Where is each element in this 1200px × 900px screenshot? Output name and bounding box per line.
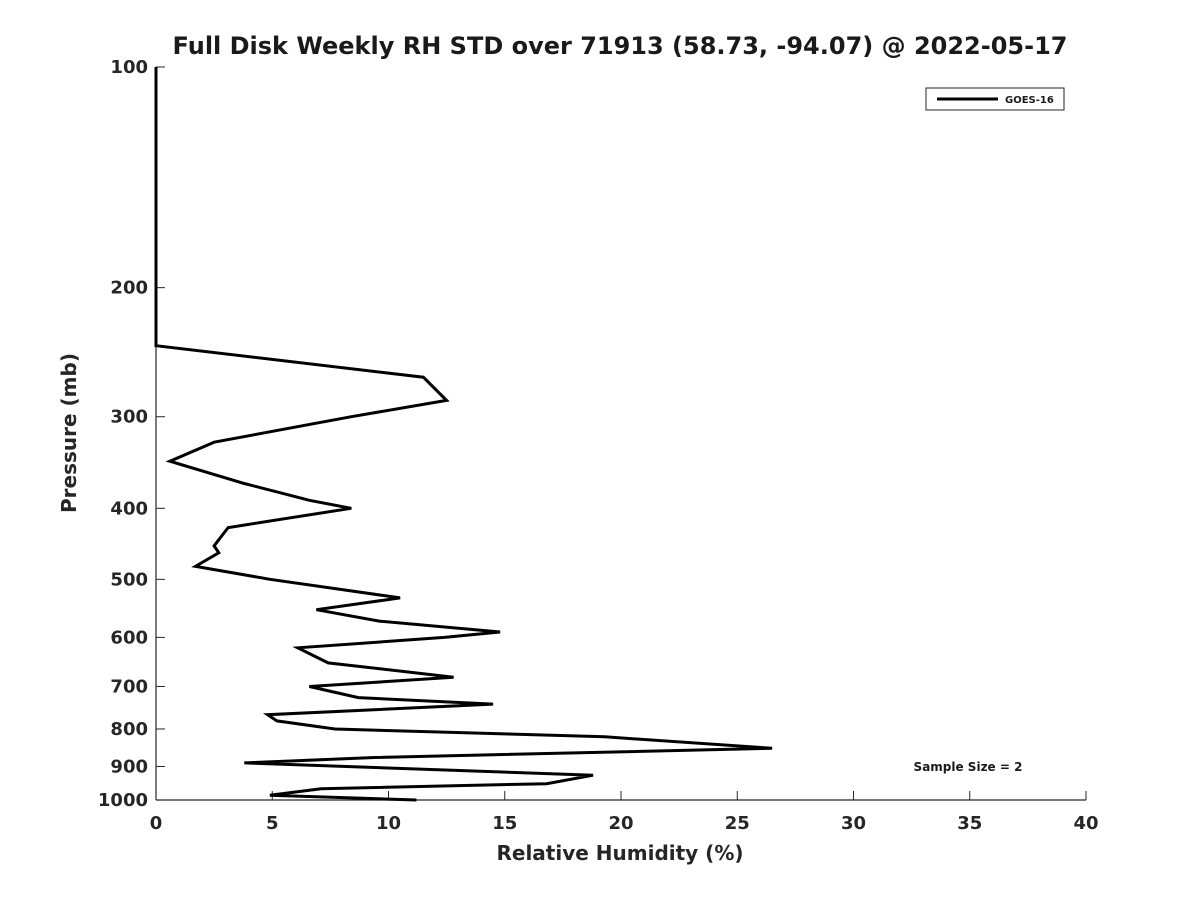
y-tick-label: 800	[110, 719, 148, 740]
x-axis-label: Relative Humidity (%)	[496, 841, 743, 865]
series-layer	[154, 67, 773, 802]
x-tick-label: 30	[841, 813, 866, 834]
y-ticks: 100 200 300 400 500 600 700 800 900 1000	[98, 57, 165, 811]
y-axis-label: Pressure (mb)	[57, 353, 81, 513]
y-tick-label: 200	[110, 278, 148, 299]
y-tick-label: 300	[110, 407, 148, 428]
y-tick-label: 1000	[98, 790, 148, 811]
series-line-goes-16	[154, 67, 773, 802]
chart-title: Full Disk Weekly RH STD over 71913 (58.7…	[173, 32, 1068, 60]
legend-entry-goes-16: GOES-16	[1005, 95, 1054, 106]
sample-size-annotation: Sample Size = 2	[914, 760, 1023, 774]
x-tick-label: 10	[376, 813, 401, 834]
x-tick-label: 25	[725, 813, 750, 834]
x-tick-label: 40	[1073, 813, 1098, 834]
x-tick-label: 5	[266, 813, 279, 834]
x-tick-label: 35	[957, 813, 982, 834]
axes	[155, 67, 1086, 801]
y-tick-label: 100	[110, 57, 148, 78]
x-tick-label: 15	[492, 813, 517, 834]
y-tick-label: 900	[110, 756, 148, 777]
y-tick-label: 500	[110, 569, 148, 590]
legend: GOES-16	[925, 87, 1065, 111]
x-tick-label: 0	[150, 813, 163, 834]
y-tick-label: 700	[110, 676, 148, 697]
y-tick-label: 600	[110, 627, 148, 648]
y-tick-label: 400	[110, 498, 148, 519]
x-tick-label: 20	[608, 813, 633, 834]
x-ticks: 0 5 10 15 20 25 30 35 40	[150, 791, 1099, 834]
